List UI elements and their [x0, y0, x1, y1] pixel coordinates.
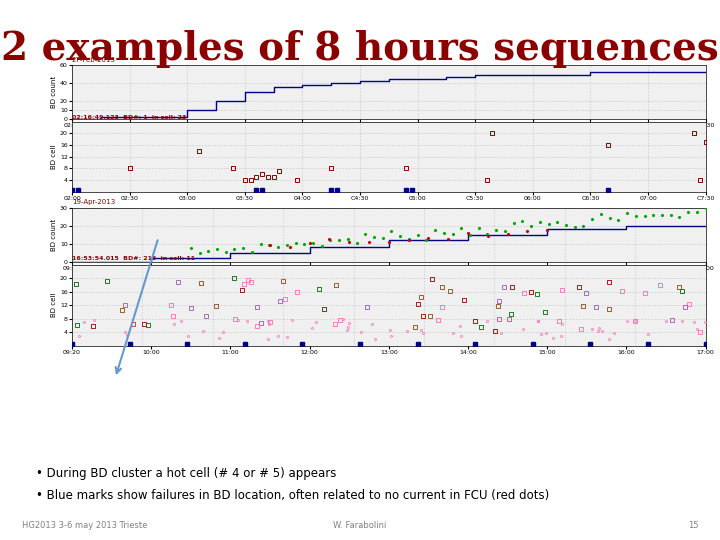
Text: • During BD cluster a hot cell (# 4 or # 5) appears: • During BD cluster a hot cell (# 4 or #… — [36, 467, 336, 480]
Text: 15: 15 — [688, 521, 698, 530]
Y-axis label: BD cell: BD cell — [51, 293, 57, 318]
Y-axis label: BD count: BD count — [51, 219, 57, 251]
Text: 19-Apr-2013: 19-Apr-2013 — [72, 199, 115, 205]
Text: • Blue marks show failures in BD location, often related to no current in FCU (r: • Blue marks show failures in BD locatio… — [36, 489, 549, 502]
Text: 27-Feb-2013: 27-Feb-2013 — [72, 57, 116, 63]
Y-axis label: BD count: BD count — [51, 76, 57, 108]
Text: 16:53:54.015  BD#: 215  in cell: 11: 16:53:54.015 BD#: 215 in cell: 11 — [72, 256, 195, 261]
Text: HG2013 3-6 may 2013 Trieste: HG2013 3-6 may 2013 Trieste — [22, 521, 147, 530]
Text: 2 examples of 8 hours sequences: 2 examples of 8 hours sequences — [1, 30, 719, 68]
Text: 02:16:49.123  BD#: 1  in cell: 23: 02:16:49.123 BD#: 1 in cell: 23 — [72, 115, 186, 120]
Y-axis label: BD cell: BD cell — [51, 144, 57, 169]
Text: W. Farabolini: W. Farabolini — [333, 521, 387, 530]
